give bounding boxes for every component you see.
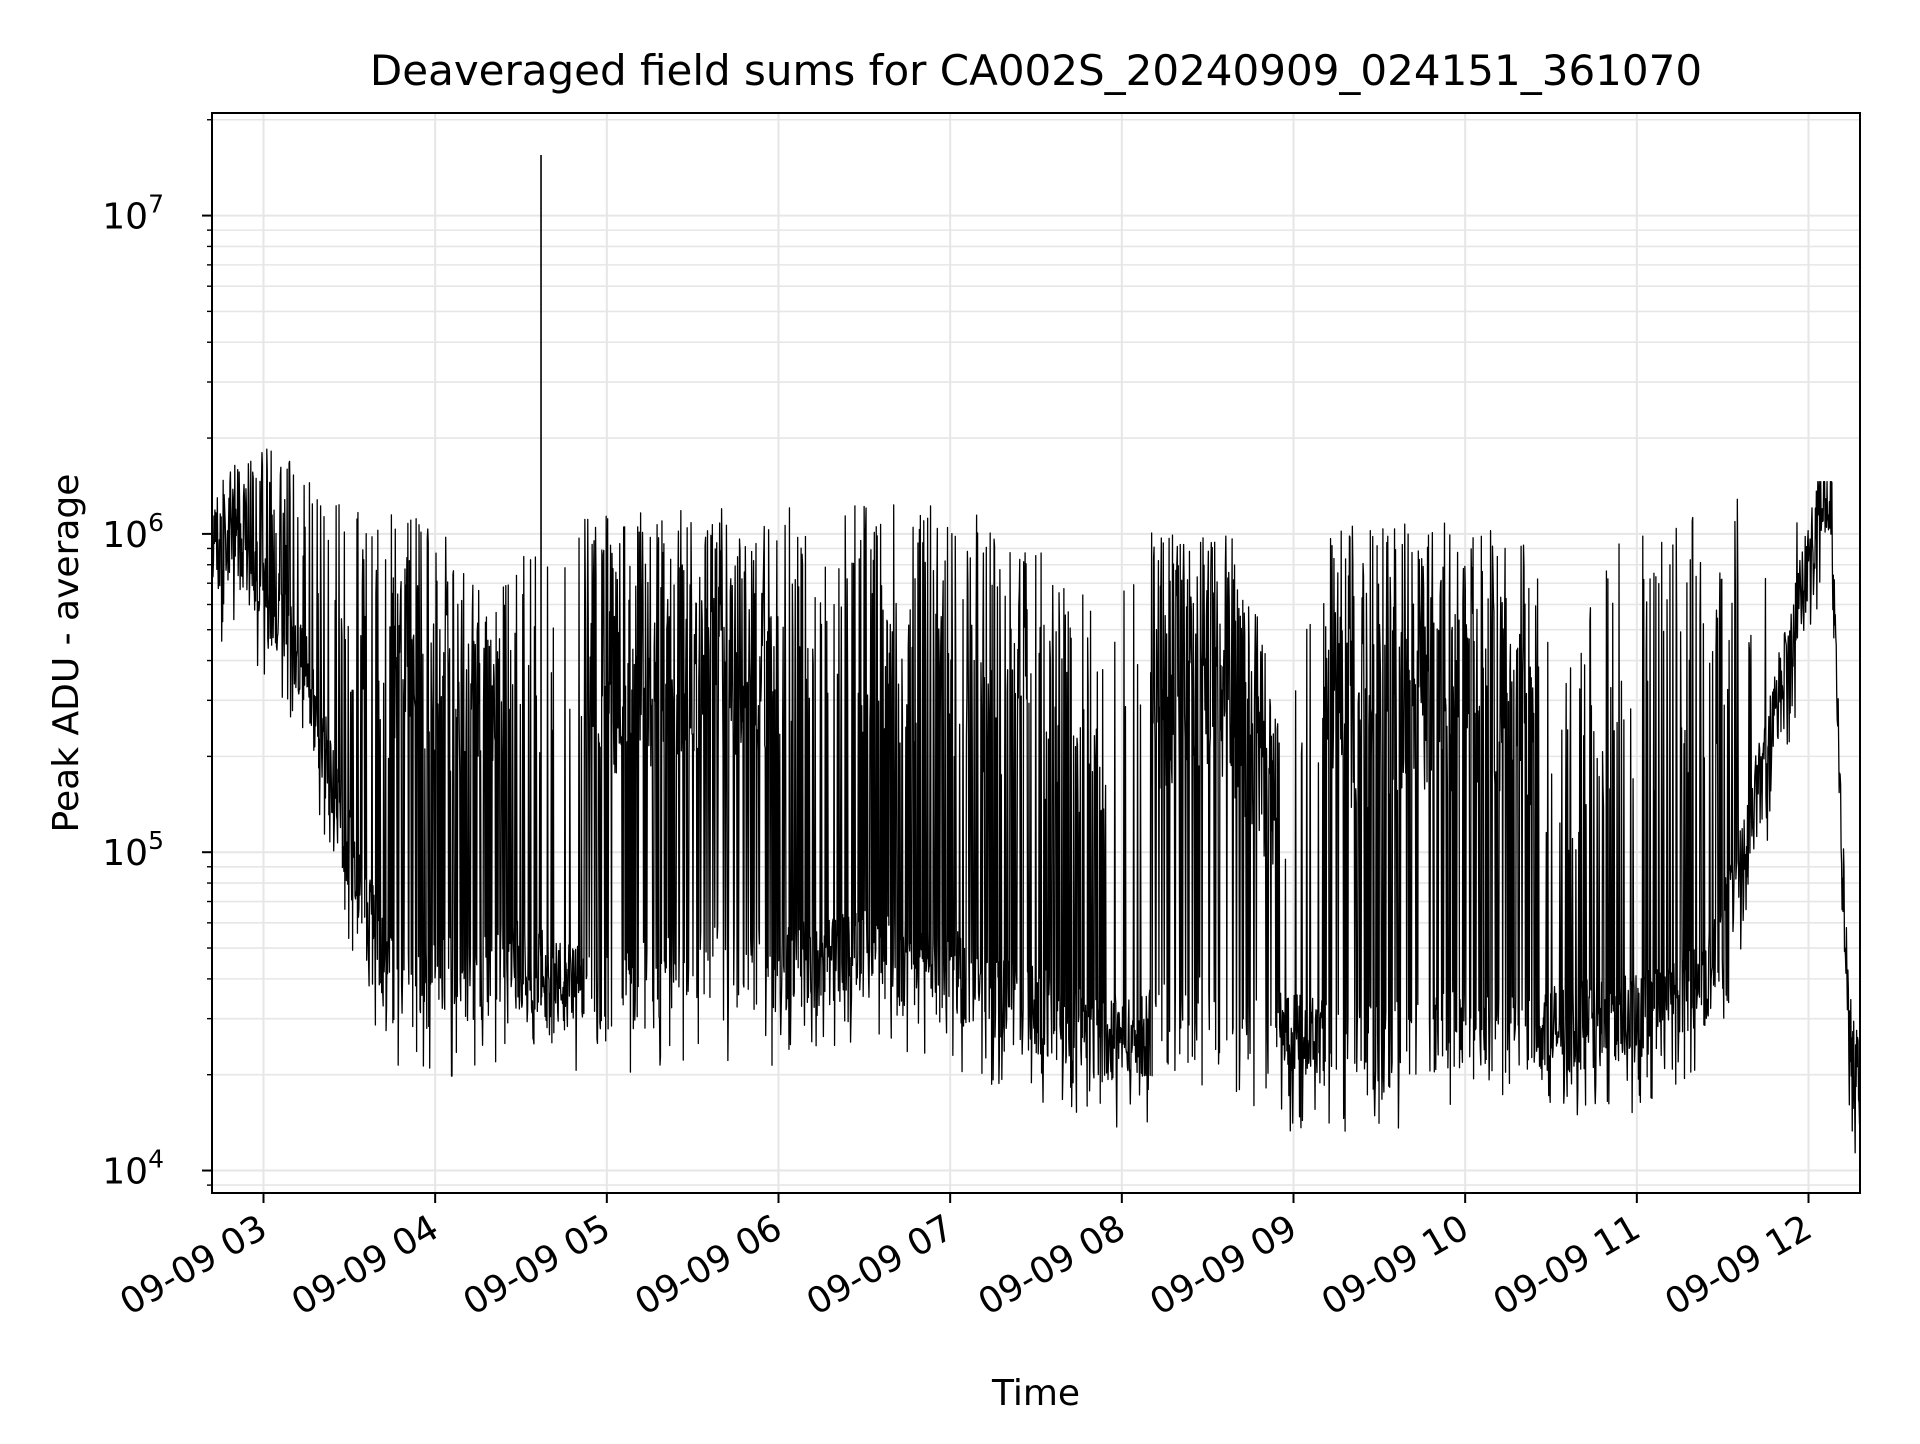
y-axis-label: Peak ADU - average bbox=[46, 474, 87, 833]
plot-frame bbox=[211, 112, 1861, 1194]
x-axis-label: Time bbox=[991, 1373, 1080, 1414]
y-tick-label: 105 bbox=[102, 826, 164, 874]
y-axis-ticks: 104 105 106 107 bbox=[102, 119, 212, 1193]
chart-title: Deaveraged field sums for CA002S_2024090… bbox=[370, 46, 1702, 95]
series-layer bbox=[211, 154, 1861, 1154]
y-tick-label: 107 bbox=[102, 190, 164, 238]
y-tick-label: 104 bbox=[102, 1145, 164, 1193]
y-tick-label: 106 bbox=[102, 508, 164, 556]
series-line bbox=[211, 448, 1861, 1154]
